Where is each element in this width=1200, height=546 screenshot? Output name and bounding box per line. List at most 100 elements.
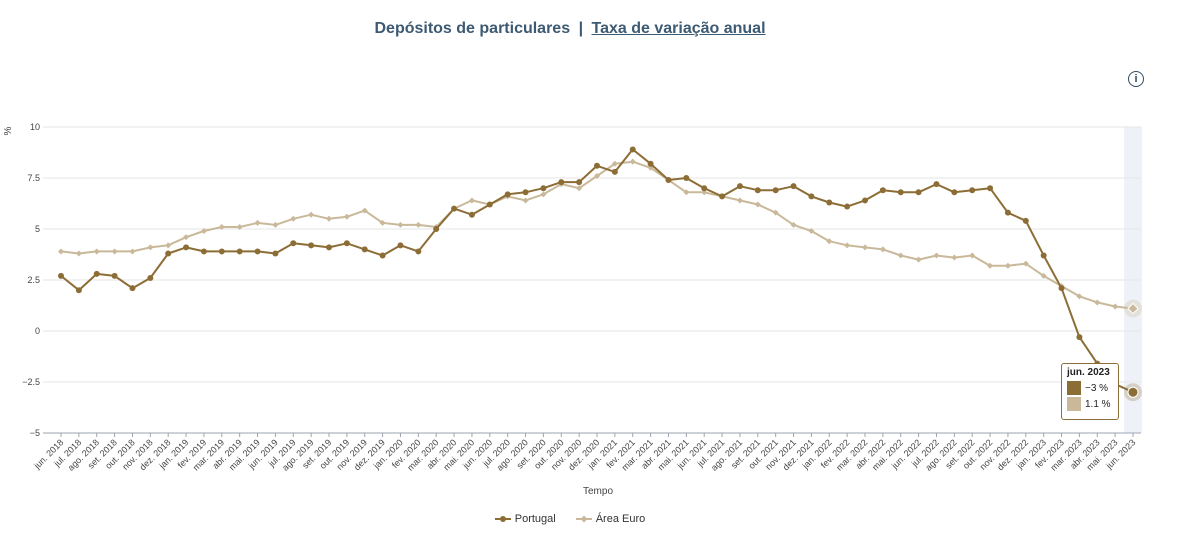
data-point-portugal (790, 183, 797, 190)
legend-item-area-euro[interactable]: Área Euro (575, 513, 646, 525)
data-point-portugal (200, 248, 207, 255)
data-point-portugal (433, 226, 440, 232)
data-point-area-euro (361, 207, 368, 214)
data-point-area-euro (468, 197, 475, 204)
data-point-area-euro (218, 223, 225, 230)
data-point-area-euro (879, 246, 886, 253)
series-line-area-euro (60, 160, 1134, 310)
data-point-portugal (1040, 252, 1047, 259)
data-point-area-euro (844, 242, 851, 249)
y-tick-label: 0 (35, 326, 40, 336)
data-point-area-euro (254, 219, 261, 226)
data-point-area-euro (1127, 302, 1139, 315)
data-point-area-euro (951, 254, 958, 261)
data-point-area-euro (629, 158, 636, 165)
data-point-portugal (683, 175, 690, 181)
data-point-portugal (879, 187, 886, 194)
data-point-area-euro (1004, 262, 1011, 269)
y-tick-label: −5 (30, 428, 40, 438)
legend-label-portugal: Portugal (514, 513, 556, 525)
legend-marker-area-euro (575, 515, 592, 523)
data-point-area-euro (522, 197, 529, 204)
data-point-portugal (772, 187, 779, 194)
data-point-area-euro (58, 248, 64, 255)
data-point-portugal (951, 189, 958, 196)
data-point-portugal (701, 185, 708, 192)
data-point-portugal (272, 250, 279, 257)
legend-item-portugal[interactable]: Portugal (494, 513, 556, 525)
data-point-area-euro (576, 185, 583, 192)
y-tick-label: 2.5 (27, 275, 40, 285)
data-point-portugal (1022, 217, 1029, 224)
data-point-area-euro (165, 242, 172, 249)
data-point-area-euro (790, 221, 797, 228)
data-point-portugal (75, 287, 82, 294)
data-point-portugal (1058, 285, 1065, 292)
data-point-portugal (826, 199, 833, 206)
data-point-area-euro (75, 250, 82, 257)
chart-title-separator: | (578, 20, 584, 37)
data-point-portugal (165, 250, 172, 257)
data-point-area-euro (897, 252, 904, 259)
data-point-portugal (540, 185, 547, 192)
data-point-area-euro (683, 189, 690, 196)
tooltip: jun. 2023 −3 % 1.1 % (1061, 363, 1119, 420)
data-point-area-euro (290, 215, 297, 222)
data-point-area-euro (862, 244, 868, 251)
y-tick-label: −2.5 (22, 377, 40, 387)
data-point-portugal (486, 201, 493, 208)
legend-label-area-euro: Área Euro (595, 513, 646, 525)
data-point-portugal (451, 205, 458, 212)
y-tick-label: 5 (35, 224, 40, 234)
data-point-area-euro (397, 221, 404, 228)
data-point-portugal (897, 189, 904, 196)
data-point-portugal (93, 270, 100, 277)
data-point-area-euro (754, 201, 761, 208)
data-point-portugal (611, 168, 618, 175)
data-point-portugal (397, 242, 404, 249)
chart-title-link[interactable]: Taxa de variação anual (591, 20, 766, 37)
data-point-area-euro (987, 262, 994, 269)
data-point-portugal (736, 183, 743, 190)
data-point-portugal (147, 274, 154, 281)
data-point-area-euro (379, 219, 386, 226)
data-point-portugal (111, 272, 118, 279)
data-point-area-euro (772, 209, 779, 216)
info-icon-glyph: i (1134, 72, 1138, 85)
data-point-area-euro (129, 248, 136, 255)
data-point-portugal (1127, 386, 1139, 398)
data-point-area-euro (611, 160, 618, 167)
tooltip-date: jun. 2023 (1067, 367, 1110, 378)
data-point-portugal (379, 252, 386, 259)
info-icon[interactable]: i (1128, 71, 1144, 87)
data-point-portugal (468, 211, 475, 218)
data-point-area-euro (183, 234, 190, 241)
data-point-area-euro (272, 221, 279, 228)
tooltip-swatch-portugal (1067, 381, 1081, 395)
tooltip-swatch-area-euro (1067, 397, 1081, 411)
data-point-portugal (754, 187, 761, 194)
data-point-area-euro (1022, 260, 1029, 267)
data-point-area-euro (969, 252, 976, 259)
data-point-area-euro (326, 215, 332, 222)
data-point-area-euro (1076, 293, 1083, 300)
data-point-portugal (665, 177, 672, 184)
data-point-portugal (576, 179, 583, 186)
data-point-portugal (308, 242, 315, 249)
data-point-area-euro (736, 197, 743, 204)
data-point-area-euro (826, 238, 833, 245)
data-point-portugal (129, 285, 136, 292)
data-point-area-euro (200, 228, 207, 235)
data-point-portugal (58, 272, 64, 279)
data-point-portugal (343, 240, 350, 247)
x-axis-label: Tempo (583, 486, 613, 497)
data-point-area-euro (808, 228, 815, 235)
data-point-portugal (969, 187, 976, 194)
y-tick-label: 10 (30, 122, 40, 132)
data-point-area-euro (236, 223, 243, 230)
data-point-portugal (862, 197, 868, 204)
data-point-portugal (415, 248, 422, 255)
data-point-area-euro (915, 256, 922, 263)
data-point-portugal (361, 246, 368, 253)
